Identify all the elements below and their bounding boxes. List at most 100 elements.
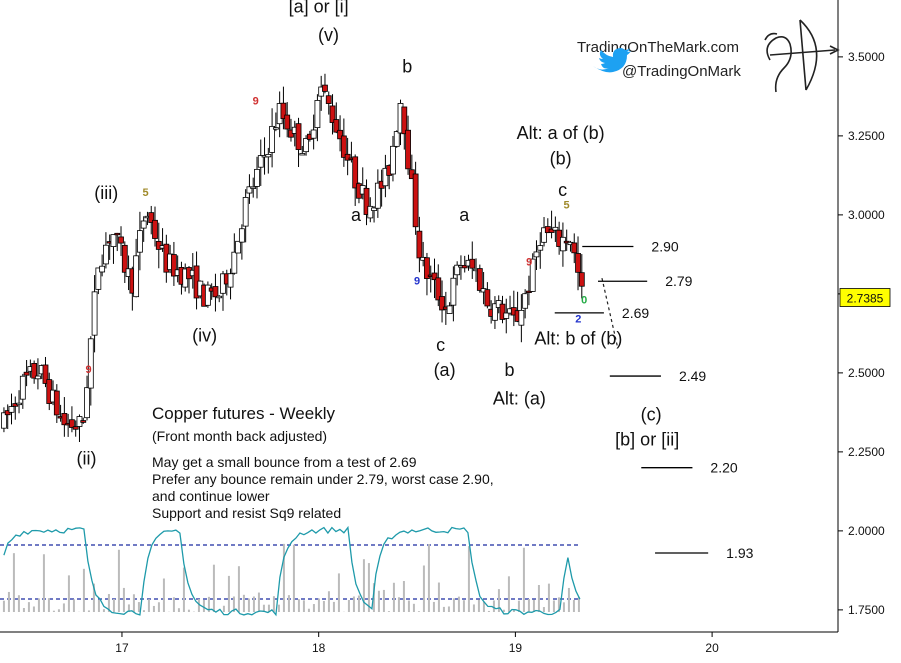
- wave-label: (v): [318, 25, 339, 45]
- candle-body: [87, 338, 94, 389]
- candle-body: [99, 265, 106, 273]
- y-tick-label: 2.5000: [848, 366, 885, 380]
- candle-body: [265, 154, 272, 158]
- twitter-bird-icon: [593, 48, 631, 73]
- wave-label: (ii): [77, 449, 97, 469]
- sequential-count: 2: [575, 313, 581, 325]
- candle-body: [246, 186, 253, 194]
- candle-body: [371, 207, 377, 211]
- level-label: 2.79: [665, 273, 692, 289]
- note-line-2: Prefer any bounce remain under 2.79, wor…: [152, 471, 494, 487]
- chart-title: Copper futures - Weekly: [152, 404, 335, 423]
- note-line-3: and continue lower: [152, 488, 270, 504]
- archer-bow-icon: [764, 19, 840, 93]
- candle-body: [552, 226, 559, 231]
- candle-body: [469, 258, 476, 269]
- candle-body: [137, 230, 143, 253]
- candle-body: [140, 220, 147, 229]
- candle-body: [393, 131, 400, 147]
- candle-body: [254, 168, 260, 187]
- candle-body: [578, 272, 585, 287]
- candle-body: [499, 303, 506, 320]
- candle-body: [344, 153, 351, 161]
- candle-body: [269, 125, 275, 153]
- y-tick-label: 3.0000: [848, 208, 885, 222]
- candle-body: [53, 390, 60, 416]
- note-line-1: May get a small bounce from a test of 2.…: [152, 454, 417, 470]
- candle-body: [303, 138, 309, 153]
- wave-label: a: [459, 205, 470, 225]
- axes: 3.50003.25003.00002.75002.50002.25002.00…: [115, 50, 891, 655]
- candle-body: [272, 127, 279, 130]
- candle-body: [212, 286, 219, 298]
- x-tick-label: 17: [115, 641, 129, 655]
- candle-body: [484, 289, 491, 307]
- sequential-count: 9: [253, 95, 259, 107]
- candle-body: [439, 296, 445, 311]
- candle-body: [322, 84, 328, 92]
- brand-twitter: @TradingOnMark: [622, 63, 741, 80]
- candle-body: [412, 173, 419, 228]
- oscillator-panel: [0, 525, 581, 617]
- candle-body: [329, 105, 336, 123]
- candle-body: [280, 102, 287, 120]
- candle-body: [1, 412, 7, 429]
- candle-body: [118, 236, 124, 244]
- candle-body: [110, 234, 117, 247]
- candle-body: [522, 293, 529, 309]
- candle-body: [114, 232, 121, 236]
- candle-body: [299, 153, 306, 156]
- level-label: 1.93: [726, 545, 753, 561]
- support-resistance-levels: 2.90 2.79 2.69 2.49 2.20 1.93: [554, 238, 754, 561]
- wave-label: b: [504, 360, 514, 380]
- sequential-count: 5: [143, 187, 149, 199]
- candle-body: [446, 305, 453, 314]
- candle-body: [227, 273, 234, 288]
- chart-subtitle: (Front month back adjusted): [152, 428, 327, 444]
- candle-body: [310, 129, 317, 139]
- candle-body: [19, 375, 26, 400]
- candle-body: [461, 264, 468, 269]
- oscillator-line: [3, 525, 581, 617]
- x-tick-label: 19: [509, 641, 523, 655]
- x-tick-label: 20: [705, 641, 719, 655]
- chart-notes: Copper futures - Weekly (Front month bac…: [152, 404, 494, 521]
- level-label: 2.49: [679, 368, 706, 384]
- candle-body: [84, 387, 90, 419]
- wave-label: (c): [641, 404, 662, 424]
- candle-body: [424, 257, 430, 279]
- y-tick-label: 3.5000: [848, 50, 885, 64]
- wave-label: c: [558, 180, 567, 200]
- note-line-4: Support and resist Sq9 related: [152, 505, 341, 521]
- candlestick-series: [1, 73, 585, 443]
- last-price-box: [839, 288, 891, 307]
- candle-body: [235, 240, 242, 254]
- candle-body: [95, 267, 102, 290]
- candle-body: [103, 244, 109, 265]
- candle-body: [390, 145, 396, 175]
- candle-body: [152, 219, 158, 239]
- candle-body: [325, 95, 332, 104]
- candle-body: [548, 228, 555, 233]
- wave-label: [a] or [i]: [289, 0, 349, 17]
- candle-body: [435, 277, 442, 301]
- candle-body: [337, 129, 343, 140]
- candle-body: [133, 255, 140, 298]
- candle-body: [431, 272, 438, 281]
- sequential-count: 9: [414, 275, 420, 287]
- candle-body: [416, 230, 423, 259]
- candle-body: [231, 251, 238, 274]
- wave-label: [b] or [ii]: [615, 430, 679, 450]
- candle-body: [503, 312, 510, 319]
- candle-body: [518, 309, 525, 326]
- candle-body: [374, 182, 381, 209]
- candle-body: [314, 100, 321, 129]
- candle-body: [257, 155, 264, 168]
- wave-label: Alt: (a): [493, 388, 546, 408]
- candle-body: [170, 254, 177, 277]
- candle-body: [69, 419, 75, 428]
- candle-body: [333, 119, 340, 133]
- candle-body: [560, 236, 566, 252]
- candle-body: [401, 106, 408, 135]
